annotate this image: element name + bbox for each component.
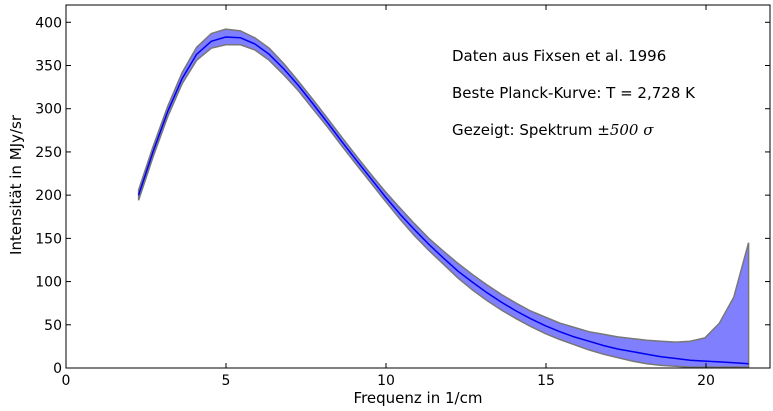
x-tick-label: 10	[377, 373, 395, 389]
x-tick-label: 5	[222, 373, 231, 389]
y-tick-label: 100	[35, 275, 62, 291]
annotation-sigma-band: Gezeigt: Spektrum ±500 σ	[452, 121, 654, 139]
y-tick-label: 150	[35, 231, 62, 247]
y-tick-label: 200	[35, 188, 62, 204]
axes	[65, 4, 771, 369]
x-tick-label: 20	[697, 373, 715, 389]
y-tick-label: 300	[35, 102, 62, 118]
y-axis-label: Intensität in MJy/sr	[7, 114, 25, 255]
annotation-sigma-symbol: ±500 σ	[597, 121, 654, 139]
plot-area	[137, 28, 750, 368]
y-tick-label: 50	[44, 318, 62, 334]
x-axis-label: Frequenz in 1/cm	[354, 389, 483, 407]
y-tick-label: 0	[53, 361, 62, 377]
y-tick-label: 350	[35, 59, 62, 75]
planck-curve-line	[137, 36, 749, 365]
x-tick-label: 15	[537, 373, 555, 389]
sigma-band-area	[137, 28, 750, 368]
x-tick-label: 0	[62, 373, 71, 389]
annotation-source: Daten aus Fixsen et al. 1996	[452, 47, 666, 65]
annotation-sigma-prefix: Gezeigt: Spektrum	[452, 121, 597, 139]
y-tick-label: 250	[35, 145, 62, 161]
y-tick-label: 400	[35, 15, 62, 31]
axes-frame	[65, 4, 771, 369]
annotation-planck-fit: Beste Planck-Kurve: T = 2,728 K	[452, 84, 696, 102]
